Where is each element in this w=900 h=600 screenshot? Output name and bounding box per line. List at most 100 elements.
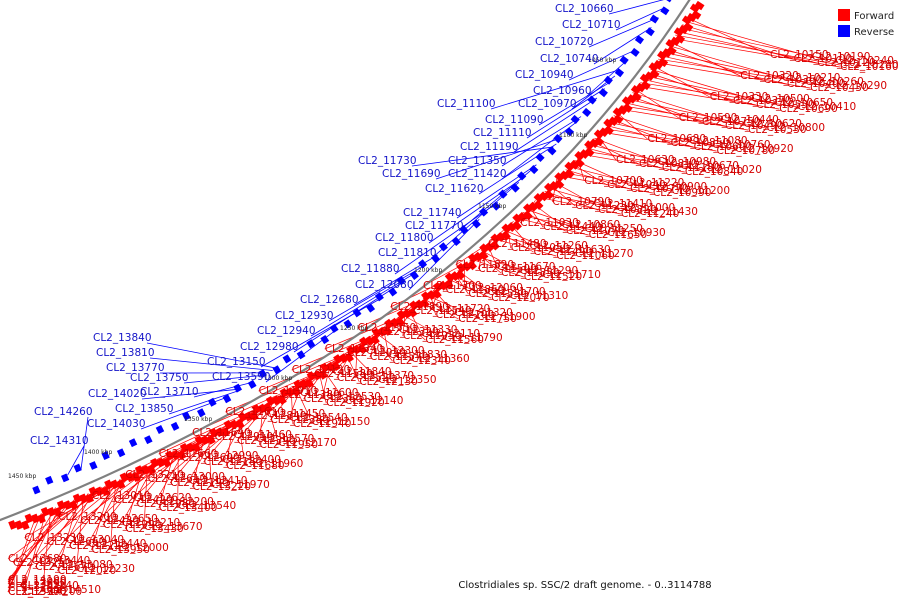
forward-gene-label: CL2_12600: [181, 452, 240, 464]
forward-gene: [461, 261, 472, 272]
forward-gene: [622, 103, 633, 113]
forward-connector: [621, 105, 767, 129]
forward-gene-label: CL2_11720: [432, 303, 491, 315]
forward-gene: [382, 325, 393, 336]
forward-gene: [533, 200, 544, 210]
reverse-gene: [306, 339, 316, 349]
forward-gene-label: CL2_10850: [671, 137, 730, 149]
forward-gene-label: CL2_12390: [237, 435, 296, 447]
genome-backbone: [0, 0, 691, 522]
forward-gene: [200, 435, 210, 446]
forward-gene: [134, 465, 144, 476]
forward-gene-label: CL2_11310: [510, 290, 569, 302]
forward-connector: [426, 295, 478, 318]
forward-gene-label: CL2_12220: [69, 540, 128, 552]
forward-gene-label: CL2_12120: [292, 364, 351, 376]
forward-gene: [298, 378, 309, 389]
forward-gene-label: CL2_10810: [639, 158, 698, 170]
forward-gene-label: CL2_10670: [680, 160, 739, 172]
forward-gene: [319, 362, 330, 373]
forward-gene: [251, 404, 262, 415]
forward-gene: [626, 94, 637, 104]
reverse-gene-label: CL2_13850: [115, 403, 174, 415]
forward-gene-label: CL2_11360: [411, 353, 470, 365]
forward-connector: [53, 491, 94, 566]
forward-gene: [318, 369, 328, 380]
reverse-gene-label: CL2_11690: [382, 168, 441, 180]
forward-gene: [544, 189, 554, 200]
forward-gene: [554, 172, 565, 183]
reverse-gene-label: CL2_12080: [355, 279, 414, 291]
kbp-tick-label: 1400 kbp: [84, 449, 112, 456]
forward-gene-label: CL2_11970: [211, 479, 270, 491]
reverse-gene-label: CL2_11880: [341, 263, 400, 275]
forward-gene-label: CL2_12000: [110, 542, 169, 554]
forward-gene: [608, 116, 619, 127]
forward-gene-label: CL2_10280: [840, 59, 899, 71]
forward-gene-label: CL2_11500: [478, 263, 537, 275]
forward-gene: [194, 435, 204, 446]
forward-gene: [358, 336, 369, 347]
reverse-gene: [89, 461, 98, 470]
reverse-gene-label: CL2_11810: [378, 247, 437, 259]
forward-gene-label: CL2_10290: [829, 80, 888, 92]
forward-connector: [497, 235, 575, 255]
reverse-gene-label: CL2_13590: [212, 371, 271, 383]
forward-gene-label: CL2_11570: [370, 351, 429, 363]
forward-gene: [473, 251, 484, 262]
forward-gene-label: CL2_11020: [703, 164, 762, 176]
forward-gene-label: CL2_10440: [720, 114, 779, 126]
reverse-gene-label: CL2_11350: [448, 155, 507, 167]
forward-gene: [420, 298, 430, 309]
forward-gene: [119, 472, 129, 483]
forward-gene: [455, 269, 466, 280]
forward-gene: [479, 243, 489, 254]
reverse-gene-label: CL2_10720: [535, 36, 594, 48]
forward-gene: [678, 24, 689, 35]
forward-gene: [603, 118, 614, 129]
kbp-tick-label: 1050 kbp: [588, 57, 616, 64]
reverse-connector: [168, 390, 238, 415]
forward-connector: [7, 513, 42, 593]
forward-connector: [599, 131, 717, 152]
reverse-gene-label: CL2_14030: [87, 418, 146, 430]
forward-gene-label: CL2_10530: [748, 124, 807, 136]
forward-gene-label: CL2_12140: [345, 395, 404, 407]
reverse-gene: [582, 107, 592, 117]
forward-gene: [649, 69, 660, 79]
forward-gene: [658, 57, 669, 68]
forward-gene-label: CL2_10630: [616, 154, 675, 166]
forward-gene-label: CL2_11670: [497, 261, 556, 273]
forward-gene-label: CL2_12910: [215, 431, 274, 443]
forward-gene-label: CL2_11320: [454, 307, 513, 319]
forward-gene-label: CL2_11220: [626, 177, 685, 189]
forward-gene-label: CL2_11890: [390, 301, 449, 313]
forward-gene-label: CL2_11270: [575, 248, 634, 260]
forward-gene: [665, 39, 676, 49]
forward-connector: [677, 31, 818, 64]
reverse-gene: [343, 319, 353, 329]
reverse-gene: [45, 475, 54, 485]
forward-gene-label: CL2_13700: [8, 586, 67, 598]
forward-gene: [426, 290, 437, 301]
reverse-connector: [588, 17, 659, 48]
reverse-gene-label: CL2_10710: [562, 19, 621, 31]
forward-gene: [131, 472, 141, 482]
reverse-gene: [282, 354, 292, 364]
reverse-gene: [664, 0, 674, 3]
forward-gene-label: CL2_10430: [810, 82, 869, 94]
forward-gene: [370, 334, 380, 345]
forward-gene-label: CL2_11580: [314, 368, 373, 380]
forward-gene: [512, 220, 522, 231]
forward-gene: [522, 210, 533, 221]
reverse-gene: [630, 47, 640, 57]
forward-gene-label: CL2_11610: [225, 406, 284, 418]
forward-gene-label: CL2_11560: [425, 334, 484, 346]
forward-gene: [249, 411, 259, 422]
forward-gene: [501, 223, 512, 234]
forward-gene-label: CL2_11250: [584, 223, 643, 235]
forward-gene: [564, 168, 575, 179]
forward-connector: [686, 17, 771, 56]
forward-gene-label: CL2_13210: [125, 469, 184, 481]
forward-connector: [143, 466, 148, 528]
